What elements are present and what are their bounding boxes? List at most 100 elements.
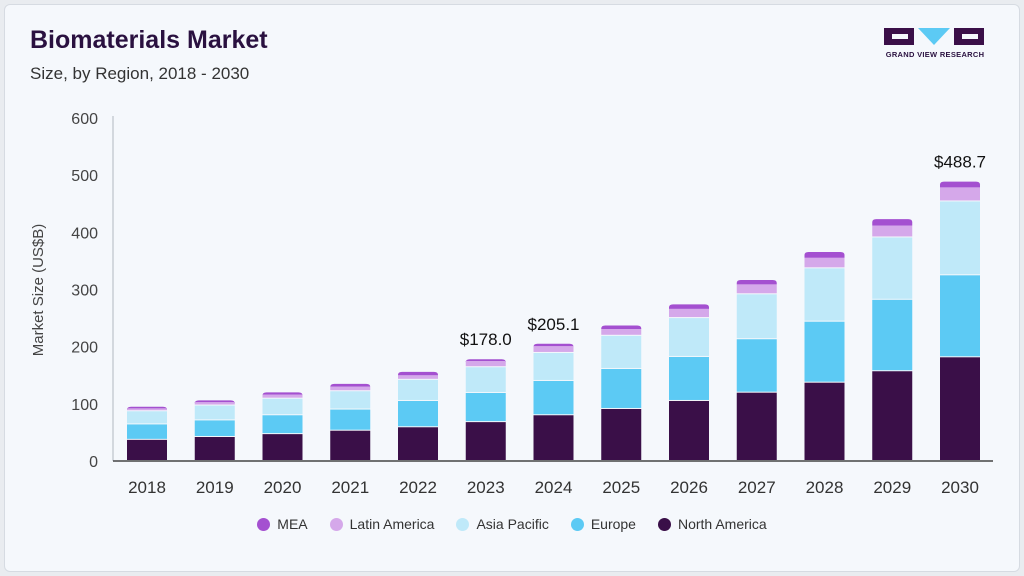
bar-segment-mea (127, 406, 167, 410)
bar-segment-north-america (127, 439, 167, 460)
bar-segment-latin-america (601, 328, 642, 335)
bar-segment-europe (940, 275, 980, 357)
x-tick-label: 2026 (670, 478, 708, 497)
bar-segment-mea (262, 392, 303, 396)
x-tick-label: 2023 (467, 478, 505, 497)
bar-segment-asia-pacific (330, 391, 371, 409)
chart-card (4, 4, 1020, 572)
bar-segment-asia-pacific (872, 237, 913, 299)
bar-segment-europe (669, 356, 709, 400)
data-label: $205.1 (528, 315, 580, 334)
y-tick-label: 600 (71, 111, 98, 128)
bar-segment-mea (465, 359, 506, 363)
x-tick-label: 2029 (873, 478, 911, 497)
legend-swatch (329, 517, 343, 531)
data-label: $178.0 (460, 330, 512, 349)
bar-segment-asia-pacific (940, 201, 980, 275)
bar-segment-north-america (465, 422, 506, 460)
legend-label: Asia Pacific (476, 516, 549, 532)
x-tick-label: 2030 (941, 478, 979, 497)
y-tick-label: 400 (71, 225, 98, 242)
bar-segment-north-america (601, 408, 642, 460)
bar-segment-asia-pacific (601, 335, 642, 368)
bar-segment-europe (872, 299, 913, 371)
bar-segment-europe (804, 321, 845, 382)
bar-segment-latin-america (669, 308, 709, 318)
x-tick-label: 2027 (738, 478, 776, 497)
grand-view-research-logo (884, 28, 984, 45)
legend-item: Europe (570, 516, 636, 532)
y-tick-label: 500 (71, 168, 98, 185)
bar-segment-asia-pacific (262, 398, 303, 415)
x-tick-label: 2028 (806, 478, 844, 497)
bar-segment-asia-pacific (127, 411, 167, 424)
bar-segment-asia-pacific (194, 405, 235, 420)
x-tick-label: 2022 (399, 478, 437, 497)
y-tick-label: 300 (71, 283, 98, 300)
bar-segment-europe (127, 424, 167, 439)
legend-label: North America (677, 516, 767, 532)
bar-segment-north-america (872, 371, 913, 460)
y-axis-label: Market Size (US$B) (30, 224, 47, 357)
bar-segment-europe (465, 392, 506, 422)
bar-segment-latin-america (940, 187, 980, 201)
bar-segment-europe (533, 380, 574, 415)
logo-text: GRAND VIEW RESEARCH (885, 50, 985, 59)
bar-segment-mea (533, 343, 574, 347)
bar-segment-asia-pacific (465, 367, 506, 392)
bar-segment-asia-pacific (736, 294, 777, 339)
bar-segment-europe (736, 339, 777, 392)
bar-segment-north-america (330, 430, 371, 460)
bar-segment-mea (736, 280, 777, 285)
bar-segment-europe (262, 415, 303, 434)
bar-segment-latin-america (330, 386, 371, 391)
legend-label: MEA (277, 516, 308, 532)
legend-swatch (257, 517, 271, 531)
x-tick-label: 2019 (196, 478, 234, 497)
legend: MEA Latin America Asia Pacific Europe North … (0, 516, 1024, 532)
bar-segment-mea (940, 181, 980, 188)
chart-subtitle: Size, by Region, 2018 - 2030 (30, 64, 250, 83)
bar-segment-north-america (736, 392, 777, 460)
bar-segment-latin-america (398, 375, 438, 379)
x-tick-label: 2025 (602, 478, 640, 497)
bar-segment-latin-america (533, 346, 574, 352)
legend-label: Europe (590, 516, 636, 532)
bar-segment-north-america (669, 400, 709, 460)
bar-segment-north-america (940, 357, 980, 460)
x-tick-label: 2020 (264, 478, 302, 497)
bar-segment-north-america (398, 427, 438, 460)
x-tick-label: 2024 (535, 478, 573, 497)
bar-segment-latin-america (127, 408, 167, 411)
bar-segment-mea (669, 304, 709, 309)
bar-segment-latin-america (194, 402, 235, 405)
bar-segment-europe (398, 400, 438, 427)
bar-segment-latin-america (872, 225, 913, 237)
bar-segment-asia-pacific (669, 318, 709, 356)
y-tick-label: 100 (71, 397, 98, 414)
bar-segment-north-america (194, 436, 235, 460)
bar-segment-asia-pacific (804, 268, 845, 321)
legend-item: Latin America (329, 516, 435, 532)
bar-segment-north-america (804, 382, 845, 460)
bar-segment-europe (601, 368, 642, 408)
bar-segment-asia-pacific (533, 352, 574, 380)
legend-label: Latin America (349, 516, 435, 532)
chart-title: Biomaterials Market (30, 26, 268, 54)
legend-swatch (570, 517, 584, 531)
legend-item: MEA (257, 516, 308, 532)
legend-item: North America (657, 516, 767, 532)
bar-segment-latin-america (262, 394, 303, 398)
bar-segment-europe (194, 420, 235, 436)
legend-item: Asia Pacific (456, 516, 549, 532)
bar-segment-asia-pacific (398, 379, 438, 400)
bar-segment-mea (601, 325, 642, 329)
y-tick-label: 200 (71, 340, 98, 357)
x-tick-label: 2018 (128, 478, 166, 497)
bar-segment-latin-america (804, 257, 845, 268)
y-tick-label: 0 (89, 454, 98, 471)
bar-segment-mea (194, 400, 235, 404)
bar-segment-mea (330, 383, 371, 387)
bar-segment-europe (330, 409, 371, 430)
